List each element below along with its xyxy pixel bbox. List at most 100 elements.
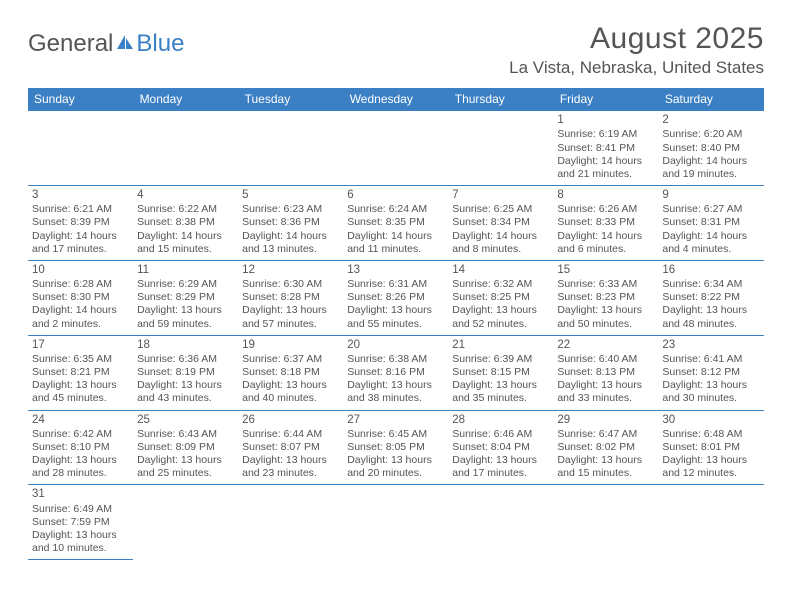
calendar-cell	[28, 111, 133, 186]
calendar-cell	[343, 485, 448, 560]
sunrise-text: Sunrise: 6:41 AM	[662, 353, 759, 366]
daylight-text: Daylight: 14 hours	[662, 230, 759, 243]
sunset-text: Sunset: 8:01 PM	[662, 441, 759, 454]
calendar-row: 3Sunrise: 6:21 AMSunset: 8:39 PMDaylight…	[28, 185, 764, 260]
calendar-row: 1Sunrise: 6:19 AMSunset: 8:41 PMDaylight…	[28, 111, 764, 186]
sunrise-text: Sunrise: 6:20 AM	[662, 128, 759, 141]
daylight-text: Daylight: 13 hours	[32, 454, 129, 467]
daylight-text: and 55 minutes.	[347, 318, 444, 331]
day-number: 12	[242, 263, 339, 277]
daylight-text: Daylight: 13 hours	[137, 304, 234, 317]
day-number: 27	[347, 413, 444, 427]
day-header: Wednesday	[343, 88, 448, 111]
calendar-cell	[658, 485, 763, 560]
daylight-text: and 10 minutes.	[32, 542, 129, 555]
day-number: 26	[242, 413, 339, 427]
calendar-cell	[238, 111, 343, 186]
daylight-text: and 12 minutes.	[662, 467, 759, 480]
sunset-text: Sunset: 8:07 PM	[242, 441, 339, 454]
daylight-text: Daylight: 13 hours	[347, 379, 444, 392]
daylight-text: and 50 minutes.	[557, 318, 654, 331]
daylight-text: and 2 minutes.	[32, 318, 129, 331]
daylight-text: Daylight: 14 hours	[557, 230, 654, 243]
sunset-text: Sunset: 8:19 PM	[137, 366, 234, 379]
day-number: 4	[137, 188, 234, 202]
day-number: 15	[557, 263, 654, 277]
sunset-text: Sunset: 8:36 PM	[242, 216, 339, 229]
daylight-text: and 21 minutes.	[557, 168, 654, 181]
day-number: 22	[557, 338, 654, 352]
daylight-text: and 15 minutes.	[137, 243, 234, 256]
logo-sail-icon	[113, 30, 136, 58]
day-number: 3	[32, 188, 129, 202]
day-number: 30	[662, 413, 759, 427]
daylight-text: and 30 minutes.	[662, 392, 759, 405]
logo-text-general: General	[28, 30, 113, 58]
calendar-cell: 16Sunrise: 6:34 AMSunset: 8:22 PMDayligh…	[658, 260, 763, 335]
sunrise-text: Sunrise: 6:33 AM	[557, 278, 654, 291]
sunset-text: Sunset: 8:21 PM	[32, 366, 129, 379]
header: General Blue August 2025 La Vista, Nebra…	[28, 22, 764, 78]
calendar-cell: 19Sunrise: 6:37 AMSunset: 8:18 PMDayligh…	[238, 335, 343, 410]
day-number: 28	[452, 413, 549, 427]
day-header: Tuesday	[238, 88, 343, 111]
sunrise-text: Sunrise: 6:46 AM	[452, 428, 549, 441]
day-header: Monday	[133, 88, 238, 111]
day-header-row: Sunday Monday Tuesday Wednesday Thursday…	[28, 88, 764, 111]
calendar-cell: 22Sunrise: 6:40 AMSunset: 8:13 PMDayligh…	[553, 335, 658, 410]
day-header: Saturday	[658, 88, 763, 111]
day-number: 20	[347, 338, 444, 352]
calendar-cell: 2Sunrise: 6:20 AMSunset: 8:40 PMDaylight…	[658, 111, 763, 186]
daylight-text: Daylight: 14 hours	[347, 230, 444, 243]
daylight-text: Daylight: 13 hours	[242, 454, 339, 467]
day-number: 21	[452, 338, 549, 352]
daylight-text: and 11 minutes.	[347, 243, 444, 256]
sunrise-text: Sunrise: 6:48 AM	[662, 428, 759, 441]
daylight-text: Daylight: 13 hours	[137, 379, 234, 392]
calendar-row: 31Sunrise: 6:49 AMSunset: 7:59 PMDayligh…	[28, 485, 764, 560]
daylight-text: Daylight: 14 hours	[137, 230, 234, 243]
daylight-text: and 45 minutes.	[32, 392, 129, 405]
calendar-cell	[343, 111, 448, 186]
sunrise-text: Sunrise: 6:24 AM	[347, 203, 444, 216]
calendar-cell: 11Sunrise: 6:29 AMSunset: 8:29 PMDayligh…	[133, 260, 238, 335]
daylight-text: Daylight: 13 hours	[452, 454, 549, 467]
sunrise-text: Sunrise: 6:31 AM	[347, 278, 444, 291]
day-header: Thursday	[448, 88, 553, 111]
daylight-text: Daylight: 14 hours	[32, 304, 129, 317]
calendar-cell: 8Sunrise: 6:26 AMSunset: 8:33 PMDaylight…	[553, 185, 658, 260]
calendar-cell	[553, 485, 658, 560]
calendar-cell: 30Sunrise: 6:48 AMSunset: 8:01 PMDayligh…	[658, 410, 763, 485]
daylight-text: and 4 minutes.	[662, 243, 759, 256]
day-number: 6	[347, 188, 444, 202]
sunset-text: Sunset: 8:25 PM	[452, 291, 549, 304]
calendar-cell: 17Sunrise: 6:35 AMSunset: 8:21 PMDayligh…	[28, 335, 133, 410]
day-number: 2	[662, 113, 759, 127]
sunrise-text: Sunrise: 6:37 AM	[242, 353, 339, 366]
sunset-text: Sunset: 8:10 PM	[32, 441, 129, 454]
sunrise-text: Sunrise: 6:49 AM	[32, 503, 129, 516]
calendar-cell	[448, 111, 553, 186]
sunset-text: Sunset: 8:12 PM	[662, 366, 759, 379]
location: La Vista, Nebraska, United States	[509, 58, 764, 78]
calendar-cell: 27Sunrise: 6:45 AMSunset: 8:05 PMDayligh…	[343, 410, 448, 485]
sunset-text: Sunset: 8:31 PM	[662, 216, 759, 229]
calendar-cell: 24Sunrise: 6:42 AMSunset: 8:10 PMDayligh…	[28, 410, 133, 485]
sunset-text: Sunset: 8:15 PM	[452, 366, 549, 379]
sunrise-text: Sunrise: 6:42 AM	[32, 428, 129, 441]
calendar-cell	[448, 485, 553, 560]
daylight-text: Daylight: 13 hours	[662, 454, 759, 467]
daylight-text: and 59 minutes.	[137, 318, 234, 331]
sunset-text: Sunset: 8:05 PM	[347, 441, 444, 454]
calendar-cell: 7Sunrise: 6:25 AMSunset: 8:34 PMDaylight…	[448, 185, 553, 260]
sunrise-text: Sunrise: 6:38 AM	[347, 353, 444, 366]
daylight-text: and 38 minutes.	[347, 392, 444, 405]
sunrise-text: Sunrise: 6:45 AM	[347, 428, 444, 441]
calendar-cell: 15Sunrise: 6:33 AMSunset: 8:23 PMDayligh…	[553, 260, 658, 335]
daylight-text: and 8 minutes.	[452, 243, 549, 256]
sunset-text: Sunset: 8:38 PM	[137, 216, 234, 229]
sunset-text: Sunset: 8:28 PM	[242, 291, 339, 304]
day-header: Friday	[553, 88, 658, 111]
day-number: 23	[662, 338, 759, 352]
sunrise-text: Sunrise: 6:35 AM	[32, 353, 129, 366]
